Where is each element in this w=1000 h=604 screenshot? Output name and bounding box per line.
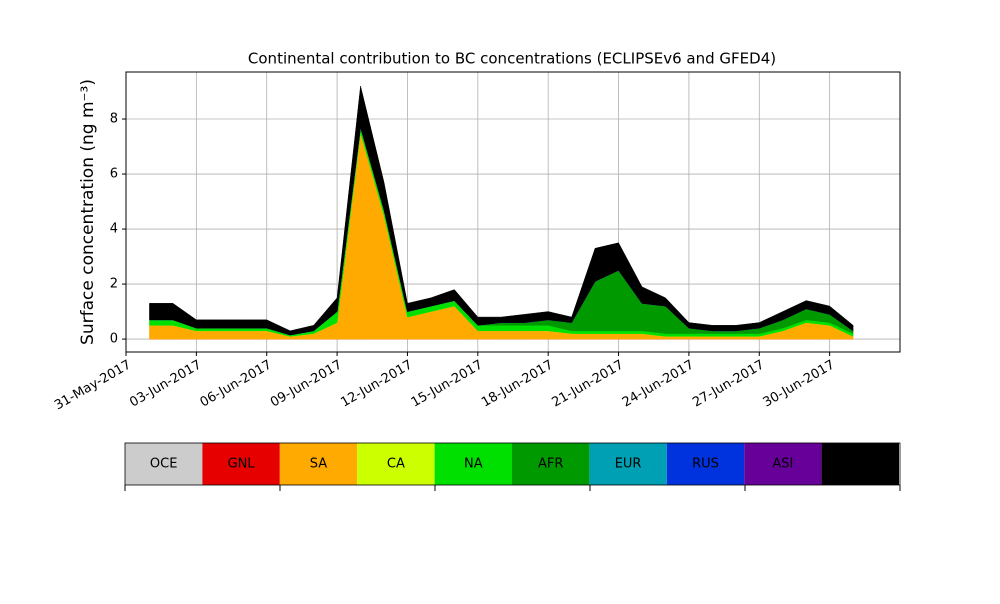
legend-swatch <box>202 443 280 485</box>
x-tick-label: 27-Jun-2017 <box>690 358 767 411</box>
chart-title: Continental contribution to BC concentra… <box>248 50 776 68</box>
x-tick-label: 09-Jun-2017 <box>268 358 345 411</box>
y-tick-label: 8 <box>110 112 118 127</box>
ticks: 0 2 4 6 8 31-May-201703-Jun-201706-Jun-201709… <box>52 72 900 413</box>
area <box>149 127 854 336</box>
area <box>149 132 854 337</box>
legend-ticks <box>124 485 901 491</box>
area <box>149 127 854 336</box>
x-tick-label: 15-Jun-2017 <box>409 358 486 411</box>
area <box>149 127 854 336</box>
legend-frame <box>124 442 901 486</box>
legend-label: ASI <box>772 457 793 472</box>
x-tick-label: 30-Jun-2017 <box>761 358 838 411</box>
legend-label: EUR <box>615 457 642 472</box>
area <box>149 132 854 340</box>
legend-swatch <box>821 443 899 485</box>
y-axis-label: Surface concentration (ng m⁻³) <box>78 79 98 345</box>
x-tick-label: 24-Jun-2017 <box>620 358 697 411</box>
legend-swatch <box>434 443 512 485</box>
y-tick-label: 6 <box>110 167 118 182</box>
y-tick-label: 4 <box>110 222 118 237</box>
legend-label: CA <box>387 457 405 472</box>
legend-label: OCE <box>150 457 178 472</box>
legend-label: AFR <box>538 457 563 472</box>
legend-label: RUS <box>692 457 719 472</box>
legend-swatch <box>357 443 435 485</box>
x-tick-label: 31-May-2017 <box>52 358 134 414</box>
x-tick-label: 06-Jun-2017 <box>198 358 275 411</box>
legend-swatch <box>666 443 745 485</box>
x-tick-label: 03-Jun-2017 <box>127 358 204 411</box>
x-tick-label: 12-Jun-2017 <box>338 358 415 411</box>
area <box>149 85 854 336</box>
legend-swatch <box>125 443 203 485</box>
plot-frame <box>125 71 901 353</box>
legend-swatch <box>279 443 358 485</box>
x-tick-label: 21-Jun-2017 <box>549 358 626 411</box>
legend-swatch <box>744 443 822 485</box>
x-tick-label: 18-Jun-2017 <box>479 358 556 411</box>
y-tick-label: 2 <box>110 277 118 292</box>
legend-label: GNL <box>228 457 256 472</box>
legend-swatch <box>512 443 590 485</box>
area <box>149 127 854 337</box>
legend-label: AUS <box>847 457 874 472</box>
legend-swatch <box>589 443 667 485</box>
legend-label: SA <box>310 457 327 472</box>
y-tick-label: 0 <box>110 332 118 347</box>
legend-label: NA <box>464 457 483 472</box>
area <box>149 127 854 336</box>
